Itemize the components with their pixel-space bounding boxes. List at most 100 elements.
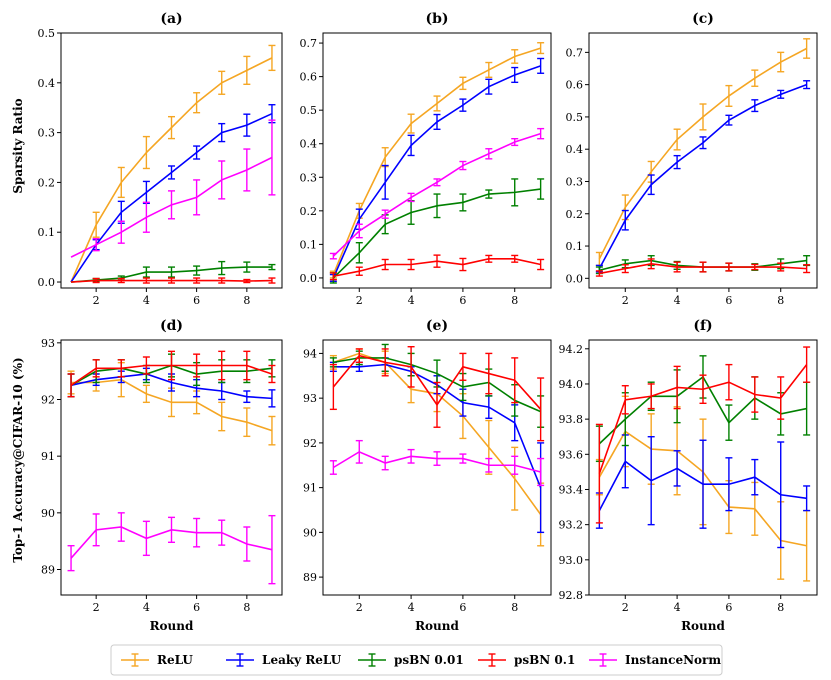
error-bar	[218, 401, 226, 432]
error-bar	[168, 277, 175, 284]
x-tick-label: 4	[143, 294, 150, 307]
legend-label: Leaky ReLU	[262, 653, 342, 667]
legend-label: psBN 0.01	[394, 653, 464, 667]
error-bar	[751, 99, 759, 113]
error-bar	[193, 265, 201, 276]
error-bar	[268, 514, 276, 585]
y-tick-label: 0.0	[300, 272, 318, 285]
error-bar	[329, 363, 337, 411]
error-bar	[673, 154, 681, 170]
error-bar	[751, 376, 759, 413]
x-tick-label: 2	[622, 601, 629, 614]
x-tick-label: 2	[93, 601, 100, 614]
error-bar	[243, 526, 251, 562]
series-psbn-0-1	[329, 254, 545, 281]
error-bar	[117, 200, 125, 224]
x-axis-label: Round	[415, 619, 459, 633]
series-leaky-relu	[329, 57, 545, 282]
series-relu	[67, 361, 276, 446]
y-tick-label: 93.2	[559, 519, 584, 532]
x-tick-label: 6	[193, 601, 200, 614]
error-bar	[511, 254, 519, 263]
series-line	[332, 47, 541, 275]
panel-title: (a)	[160, 11, 182, 27]
error-bar	[511, 178, 519, 207]
error-bar	[725, 262, 733, 272]
y-tick-label: 94.0	[559, 378, 584, 391]
error-bar	[142, 520, 150, 557]
error-bar	[355, 348, 363, 364]
series-instancenorm	[67, 512, 276, 585]
error-bar	[433, 178, 441, 187]
y-tick-label: 0.5	[300, 104, 318, 117]
y-tick-label: 0.2	[38, 176, 56, 189]
legend-item-instancenorm: InstanceNorm	[589, 653, 721, 667]
y-tick-label: 89	[303, 571, 317, 584]
series-psbn-0-01	[70, 260, 276, 283]
y-tick-label: 92	[41, 394, 55, 407]
x-tick-label: 8	[511, 601, 518, 614]
y-tick-label: 0.2	[300, 205, 318, 218]
error-bar	[329, 252, 337, 260]
legend-item-psbn-0-01: psBN 0.01	[358, 653, 464, 667]
error-bar	[243, 55, 251, 85]
error-bar	[407, 448, 415, 464]
error-bar	[485, 61, 493, 78]
error-bar	[803, 485, 811, 512]
plot-frame	[60, 32, 283, 289]
y-tick-label: 0.1	[300, 238, 318, 251]
error-bar	[193, 92, 201, 114]
y-tick-label: 0.1	[38, 226, 56, 239]
y-tick-label: 92	[303, 437, 317, 450]
panel-title: (b)	[425, 11, 448, 27]
y-tick-label: 0.4	[300, 138, 318, 151]
error-bar	[142, 384, 150, 404]
error-bar	[117, 512, 125, 542]
y-tick-label: 90	[303, 526, 317, 539]
error-bar	[725, 404, 733, 441]
y-tick-label: 92.8	[559, 589, 584, 602]
plot-frame	[588, 339, 818, 596]
error-bar	[777, 51, 785, 73]
error-bar	[433, 95, 441, 112]
error-bar	[243, 350, 251, 381]
x-tick-label: 6	[459, 601, 466, 614]
error-bar	[168, 190, 175, 220]
chart-panel-6: (f) 2 4 6 8 92.8 93.0 93.2 93.4 93.6 93.8 94.0 94.2 R…	[559, 318, 818, 633]
error-bar	[381, 258, 389, 271]
y-axis-label-bottom: Top-1 Accuracy@CIFAR-10 (%)	[11, 357, 25, 562]
error-bar	[459, 453, 467, 464]
error-bar	[459, 352, 467, 381]
x-tick-label: 6	[459, 294, 466, 307]
y-tick-label: 0.7	[300, 37, 318, 50]
error-bar	[433, 193, 441, 219]
error-bar	[433, 451, 441, 466]
error-bar	[485, 457, 493, 473]
error-bar	[459, 98, 467, 112]
y-tick-label: 93	[41, 337, 55, 350]
error-bar	[407, 258, 415, 271]
plot-frame	[60, 339, 283, 596]
y-tick-label: 91	[41, 450, 55, 463]
error-bar	[117, 220, 125, 244]
error-bar	[92, 211, 100, 238]
error-bar	[621, 264, 629, 274]
error-bar	[92, 237, 100, 252]
error-bar	[268, 415, 276, 446]
error-bar	[92, 277, 100, 284]
error-bar	[142, 135, 150, 170]
error-bar	[699, 103, 707, 131]
error-bar	[407, 134, 415, 157]
series-leaky-relu	[595, 434, 811, 549]
error-bar	[777, 89, 785, 99]
error-bar	[381, 348, 389, 377]
y-tick-label: 0.3	[300, 171, 318, 184]
y-tick-label: 93.6	[559, 448, 584, 461]
error-bar	[511, 49, 519, 64]
error-bar	[381, 455, 389, 471]
error-bar	[777, 441, 785, 549]
series-instancenorm	[70, 119, 276, 258]
error-bar	[407, 113, 415, 134]
error-bar	[485, 254, 493, 263]
chart-panel-3: (c) 2 4 6 8 0.0 0.1 0.2 0.3 0.4 0.5 0.6 0.7	[566, 11, 818, 307]
